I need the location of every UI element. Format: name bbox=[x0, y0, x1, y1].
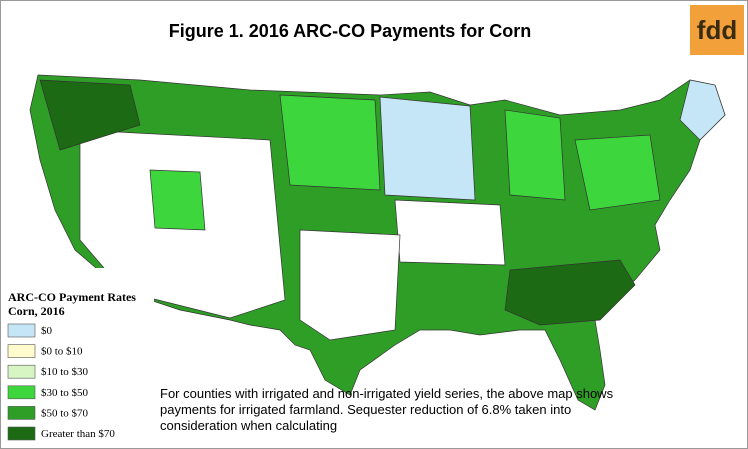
note-line: consideration when calculating bbox=[160, 418, 337, 433]
maine-region bbox=[679, 79, 726, 141]
michigan-region bbox=[504, 109, 566, 201]
note-line: payments for irrigated farmland. Sequest… bbox=[160, 402, 571, 417]
southeast-region bbox=[504, 259, 636, 326]
legend-subtitle: Corn, 2016 bbox=[8, 304, 65, 318]
midwest-region bbox=[394, 199, 506, 266]
note: For counties with irrigated and non-irri… bbox=[160, 386, 614, 433]
dakota-region bbox=[279, 94, 381, 191]
logo: fdd bbox=[697, 15, 737, 45]
legend-label: $0 to $10 bbox=[41, 346, 83, 358]
logo-box bbox=[690, 5, 744, 55]
northeast-region bbox=[574, 134, 661, 211]
legend-label: $0 bbox=[41, 325, 53, 337]
note-line: For counties with irrigated and non-irri… bbox=[160, 386, 614, 401]
legend-label: $10 to $30 bbox=[41, 366, 89, 378]
map bbox=[29, 74, 726, 411]
legend-label: $30 to $50 bbox=[41, 387, 89, 399]
legend-swatch bbox=[7, 344, 36, 358]
legend-swatch bbox=[7, 323, 36, 338]
legend: ARC-CO Payment Rates Corn, 2016 $0 $0 to … bbox=[4, 268, 154, 444]
legend-label: $50 to $70 bbox=[41, 407, 89, 419]
legend-title: ARC-CO Payment Rates bbox=[8, 290, 136, 304]
legend-swatch bbox=[7, 385, 36, 400]
southwest-region bbox=[299, 229, 401, 341]
legend-label: Greater than $70 bbox=[41, 428, 115, 440]
legend-swatch bbox=[7, 364, 36, 379]
northwest-region bbox=[39, 79, 141, 151]
west-patch bbox=[149, 169, 206, 231]
plains-region bbox=[379, 96, 476, 201]
title: Figure 1. 2016 ARC-CO Payments for Corn bbox=[169, 21, 531, 41]
legend-swatch bbox=[7, 406, 36, 420]
legend-swatch bbox=[7, 426, 36, 441]
